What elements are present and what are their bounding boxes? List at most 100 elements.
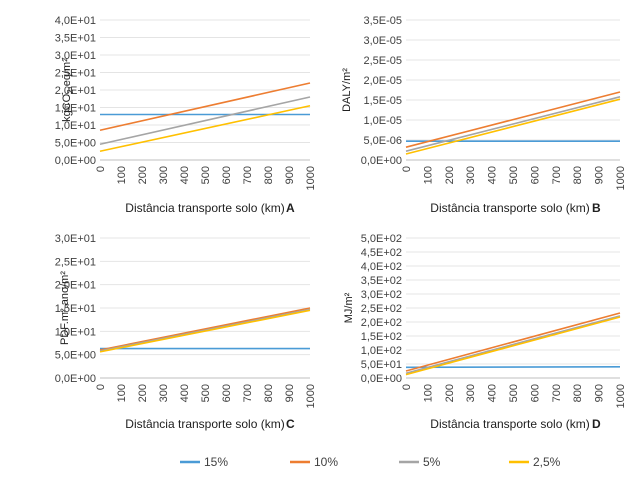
- series-line-5: [405, 96, 621, 152]
- x-tick-label: 500: [508, 166, 520, 184]
- legend-item-5: 5%: [399, 455, 441, 469]
- y-tick-label: 5,0E+00: [55, 350, 96, 362]
- x-tick-label: 0: [95, 384, 107, 390]
- series-line-5: [99, 96, 311, 146]
- y-tick-label: 4,0E+02: [361, 261, 402, 273]
- panel-letter: D: [592, 417, 601, 431]
- x-tick-label: 700: [242, 384, 254, 402]
- x-tick-label: 800: [572, 384, 584, 402]
- x-tick-label: 200: [137, 384, 149, 402]
- series-line-5: [99, 308, 311, 352]
- x-tick-label: 700: [551, 166, 563, 184]
- x-tick-label: 800: [572, 166, 584, 184]
- series-line-2-5: [405, 316, 621, 376]
- x-tick-label: 400: [179, 384, 191, 402]
- x-tick-label: 100: [116, 384, 128, 402]
- y-tick-label: 5,0E+02: [361, 233, 402, 245]
- chart-panel-a: 0,0E+00 5,0E+00 1,0E+01 1,5E+01 2,0E+01 2,5E+…: [55, 15, 317, 215]
- x-tick-label: 200: [137, 166, 149, 184]
- legend-label: 2,5%: [533, 455, 561, 469]
- y-tick-label: 4,5E+02: [361, 247, 402, 259]
- series-line-10: [99, 82, 311, 132]
- x-tick-label: 300: [465, 166, 477, 184]
- x-tick-label: 300: [158, 166, 170, 184]
- y-tick-label: 1,0E+01: [55, 120, 96, 132]
- legend-item-15: 15%: [180, 455, 228, 469]
- y-tick-label: 2,0E+01: [55, 85, 96, 97]
- x-tick-label: 500: [200, 384, 212, 402]
- y-tick-label: 1,5E+01: [55, 103, 96, 115]
- y-axis-label: kgCO2,eq/m²: [61, 58, 75, 122]
- y-tick-label: 3,5E-05: [363, 15, 402, 27]
- series-line-15: [405, 365, 621, 369]
- x-tick-label: 400: [487, 166, 499, 184]
- legend-label: 15%: [204, 455, 228, 469]
- y-tick-label: 2,5E+01: [55, 256, 96, 268]
- panels: 0,0E+00 5,0E+00 1,0E+01 1,5E+01 2,0E+01 2,5E+…: [55, 15, 627, 431]
- y-tick-label: 0,0E+00: [361, 155, 402, 167]
- y-tick-label: 3,0E+01: [55, 50, 96, 62]
- y-tick-label: 3,0E+01: [55, 233, 96, 245]
- legend-item-10: 10%: [290, 455, 338, 469]
- x-tick-label: 500: [200, 166, 212, 184]
- x-tick-label: 900: [594, 166, 606, 184]
- series-line-2-5: [99, 104, 311, 153]
- x-tick-label: 900: [594, 384, 606, 402]
- x-tick-label: 0: [95, 166, 107, 172]
- y-axis-label: DALY/m²: [341, 68, 353, 112]
- panel-letter: B: [592, 201, 601, 215]
- x-tick-label: 700: [242, 166, 254, 184]
- x-tick-label: 900: [284, 384, 296, 402]
- x-tick-label: 1000: [305, 384, 317, 408]
- x-tick-label: 500: [508, 384, 520, 402]
- y-tick-label: 3,0E-05: [363, 35, 402, 47]
- y-tick-label: 0,0E+00: [361, 373, 402, 385]
- x-tick-label: 200: [444, 384, 456, 402]
- x-tick-label: 600: [221, 166, 233, 184]
- y-tick-label: 2,0E+02: [361, 317, 402, 329]
- y-tick-label: 1,0E-05: [363, 115, 402, 127]
- x-tick-label: 400: [179, 166, 191, 184]
- legend: 15% 10% 5% 2,5%: [180, 455, 561, 469]
- y-tick-label: 2,0E+01: [55, 280, 96, 292]
- series-line-2-5: [99, 309, 311, 353]
- y-tick-label: 1,0E+02: [361, 345, 402, 357]
- x-axis-label: Distância transporte solo (km): [430, 201, 589, 215]
- y-tick-label: 2,5E+02: [361, 303, 402, 315]
- y-tick-label: 0,0E+00: [55, 373, 96, 385]
- series-line-2-5: [405, 98, 621, 155]
- y-tick-label: 5,0E+00: [55, 138, 96, 150]
- y-tick-label: 1,0E+01: [55, 326, 96, 338]
- x-tick-label: 100: [116, 166, 128, 184]
- x-tick-label: 0: [401, 384, 413, 390]
- y-tick-label: 2,0E-05: [363, 75, 402, 87]
- x-tick-label: 800: [263, 384, 275, 402]
- legend-item-2-5: 2,5%: [509, 455, 561, 469]
- x-tick-label: 900: [284, 166, 296, 184]
- x-tick-label: 600: [529, 166, 541, 184]
- x-tick-label: 100: [422, 166, 434, 184]
- y-tick-label: 2,5E-05: [363, 55, 402, 67]
- y-tick-label: 5,0E+01: [361, 359, 402, 371]
- x-tick-label: 1000: [615, 384, 627, 408]
- y-tick-label: 4,0E+01: [55, 15, 96, 27]
- x-axis-label: Distância transporte solo (km): [125, 201, 284, 215]
- x-tick-label: 300: [158, 384, 170, 402]
- y-tick-label: 0,0E+00: [55, 155, 96, 167]
- x-axis-label: Distância transporte solo (km): [125, 417, 284, 431]
- y-tick-label: 1,5E+02: [361, 331, 402, 343]
- legend-label: 10%: [314, 455, 338, 469]
- x-tick-label: 1000: [615, 166, 627, 190]
- x-axis-label: Distância transporte solo (km): [430, 417, 589, 431]
- chart-panel-d: 0,0E+00 5,0E+01 1,0E+02 1,5E+02 2,0E+02 2,5E+…: [343, 233, 627, 431]
- x-tick-label: 300: [465, 384, 477, 402]
- y-tick-label: 3,5E+02: [361, 275, 402, 287]
- y-tick-label: 3,5E+01: [55, 33, 96, 45]
- y-tick-label: 1,5E+01: [55, 303, 96, 315]
- series-line-5: [405, 315, 621, 375]
- y-tick-label: 3,0E+02: [361, 289, 402, 301]
- y-axis-label: MJ/m²: [343, 292, 355, 323]
- y-tick-label: 5,0E-06: [363, 135, 402, 147]
- y-tick-label: 2,5E+01: [55, 68, 96, 80]
